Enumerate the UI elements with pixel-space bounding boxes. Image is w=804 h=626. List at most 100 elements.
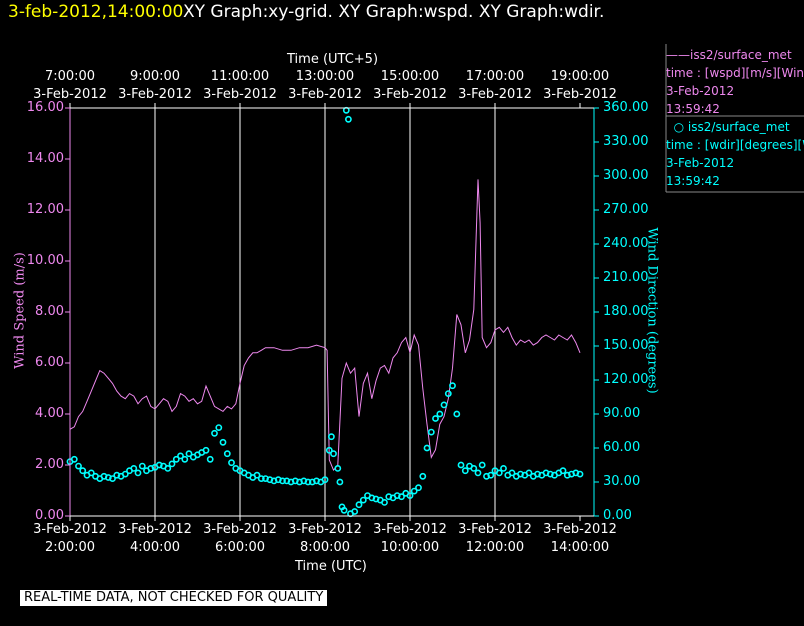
wdir-point bbox=[75, 462, 82, 470]
y-right-tick-label: 180.00 bbox=[603, 304, 649, 319]
wdir-point bbox=[330, 450, 337, 458]
y-left-tick-label: 8.00 bbox=[35, 304, 64, 319]
wdir-point bbox=[79, 467, 87, 475]
wdir-point bbox=[427, 428, 435, 436]
x-tick-label-top-time: 11:00:00 bbox=[210, 69, 270, 84]
wdir-point bbox=[70, 455, 78, 463]
wdir-point bbox=[410, 487, 418, 495]
wspd-series-line bbox=[69, 179, 581, 472]
legend-wdir-name: ○ iss2/surface_met bbox=[666, 120, 790, 134]
x-tick-label-top-time: 7:00:00 bbox=[44, 69, 96, 84]
header-timestamp: 3-feb-2012,14:00:00 bbox=[8, 2, 184, 22]
wdir-point bbox=[228, 459, 235, 467]
wdir-point bbox=[419, 472, 427, 480]
wdir-point bbox=[279, 477, 286, 485]
wdir-point bbox=[130, 464, 138, 472]
x-tick-label-top: 3-Feb-2012 bbox=[33, 87, 107, 102]
y-left-tick-label: 10.00 bbox=[26, 253, 64, 268]
y-right-tick-label: 0.00 bbox=[603, 508, 632, 523]
wdir-point bbox=[559, 467, 567, 475]
wdir-point bbox=[359, 496, 367, 504]
x-tick-label-bottom: 3-Feb-2012 bbox=[458, 522, 532, 537]
x-tick-label-bottom: 3-Feb-2012 bbox=[203, 522, 277, 537]
wdir-point bbox=[576, 470, 584, 478]
x-tick-label-top: 3-Feb-2012 bbox=[203, 87, 277, 102]
wdir-point bbox=[206, 455, 214, 463]
frame-layer bbox=[65, 103, 599, 521]
wdir-point bbox=[138, 462, 146, 470]
grid-layer bbox=[154, 108, 496, 516]
legend-wdir-var: time : [wdir][degrees][W bbox=[666, 138, 804, 152]
wdir-point bbox=[109, 475, 116, 482]
bottom-axis-title: Time (UTC) bbox=[295, 559, 367, 574]
x-tick-label-top: 3-Feb-2012 bbox=[543, 87, 617, 102]
wdir-point bbox=[495, 469, 503, 477]
wdir-point bbox=[211, 429, 218, 437]
wdir-point bbox=[181, 455, 189, 463]
wdir-point bbox=[304, 478, 312, 486]
wdir-point bbox=[525, 469, 533, 477]
top-axis-title: Time (UTC+5) bbox=[287, 52, 379, 67]
y-right-tick-label: 90.00 bbox=[603, 406, 641, 421]
quality-disclaimer: REAL-TIME DATA, NOT CHECKED FOR QUALITY bbox=[20, 590, 328, 606]
x-tick-label-bottom-time: 4:00:00 bbox=[129, 540, 181, 555]
legend-wdir: ○ iss2/surface_met time : [wdir][degrees… bbox=[666, 118, 804, 190]
wdir-point bbox=[185, 450, 193, 458]
wdir-point bbox=[340, 506, 348, 514]
wdir-point bbox=[381, 498, 388, 506]
x-tick-label-bottom-time: 12:00:00 bbox=[465, 540, 525, 555]
x-tick-label-top-time: 17:00:00 bbox=[465, 69, 525, 84]
wdir-point bbox=[500, 464, 507, 472]
wdir-point bbox=[449, 382, 456, 390]
x-tick-label-top: 3-Feb-2012 bbox=[458, 87, 532, 102]
legend-wspd-time: 13:59:42 bbox=[666, 102, 720, 116]
x-tick-label-bottom: 3-Feb-2012 bbox=[543, 522, 617, 537]
wdir-point bbox=[444, 390, 452, 397]
wdir-point bbox=[321, 476, 329, 484]
y-right-tick-label: 210.00 bbox=[603, 270, 649, 285]
wdir-point bbox=[398, 493, 405, 501]
y-left-tick-label: 4.00 bbox=[35, 406, 64, 421]
x-tick-label-bottom-time: 2:00:00 bbox=[44, 540, 96, 555]
legend-wspd: ——iss2/surface_met time : [wspd][m/s][Wi… bbox=[666, 46, 804, 118]
wdir-point bbox=[432, 415, 439, 422]
wdir-point bbox=[453, 410, 461, 418]
x-tick-label-top-time: 9:00:00 bbox=[129, 69, 181, 84]
wdir-point bbox=[164, 464, 172, 472]
wdir-point bbox=[219, 438, 227, 446]
x-tick-label-top-time: 13:00:00 bbox=[295, 69, 355, 84]
wdir-point bbox=[134, 469, 142, 477]
x-tick-label-bottom-time: 14:00:00 bbox=[550, 540, 610, 555]
y-right-tick-label: 270.00 bbox=[603, 202, 649, 217]
x-tick-label-top: 3-Feb-2012 bbox=[288, 87, 362, 102]
x-tick-label-bottom: 3-Feb-2012 bbox=[373, 522, 447, 537]
y-left-tick-label: 6.00 bbox=[35, 355, 64, 370]
wdir-point bbox=[474, 469, 482, 477]
y-right-tick-label: 330.00 bbox=[603, 134, 649, 149]
wdir-point bbox=[423, 444, 431, 452]
wdir-point bbox=[87, 469, 95, 477]
y-right-tick-label: 120.00 bbox=[603, 372, 649, 387]
wdir-point bbox=[406, 492, 414, 499]
wdir-point bbox=[470, 464, 478, 472]
wdir-point bbox=[334, 464, 342, 472]
wdir-point bbox=[215, 424, 223, 431]
wdir-point bbox=[177, 452, 184, 460]
wdir-point bbox=[336, 478, 344, 486]
wdir-point bbox=[436, 410, 444, 418]
wdir-point bbox=[344, 115, 352, 123]
wdir-point bbox=[355, 501, 363, 509]
y-right-tick-label: 360.00 bbox=[603, 100, 649, 115]
x-tick-label-bottom-time: 6:00:00 bbox=[214, 540, 266, 555]
wdir-point bbox=[508, 469, 516, 477]
wdir-point bbox=[257, 475, 265, 482]
wdir-point bbox=[202, 446, 210, 454]
x-tick-label-top-time: 19:00:00 bbox=[550, 69, 610, 84]
legend-wdir-date: 3-Feb-2012 bbox=[666, 156, 735, 170]
x-tick-label-bottom-time: 8:00:00 bbox=[299, 540, 351, 555]
series-layer bbox=[66, 106, 584, 518]
y-left-tick-label: 14.00 bbox=[26, 151, 64, 166]
y-left-tick-label: 16.00 bbox=[26, 100, 64, 115]
wdir-point bbox=[440, 401, 448, 409]
